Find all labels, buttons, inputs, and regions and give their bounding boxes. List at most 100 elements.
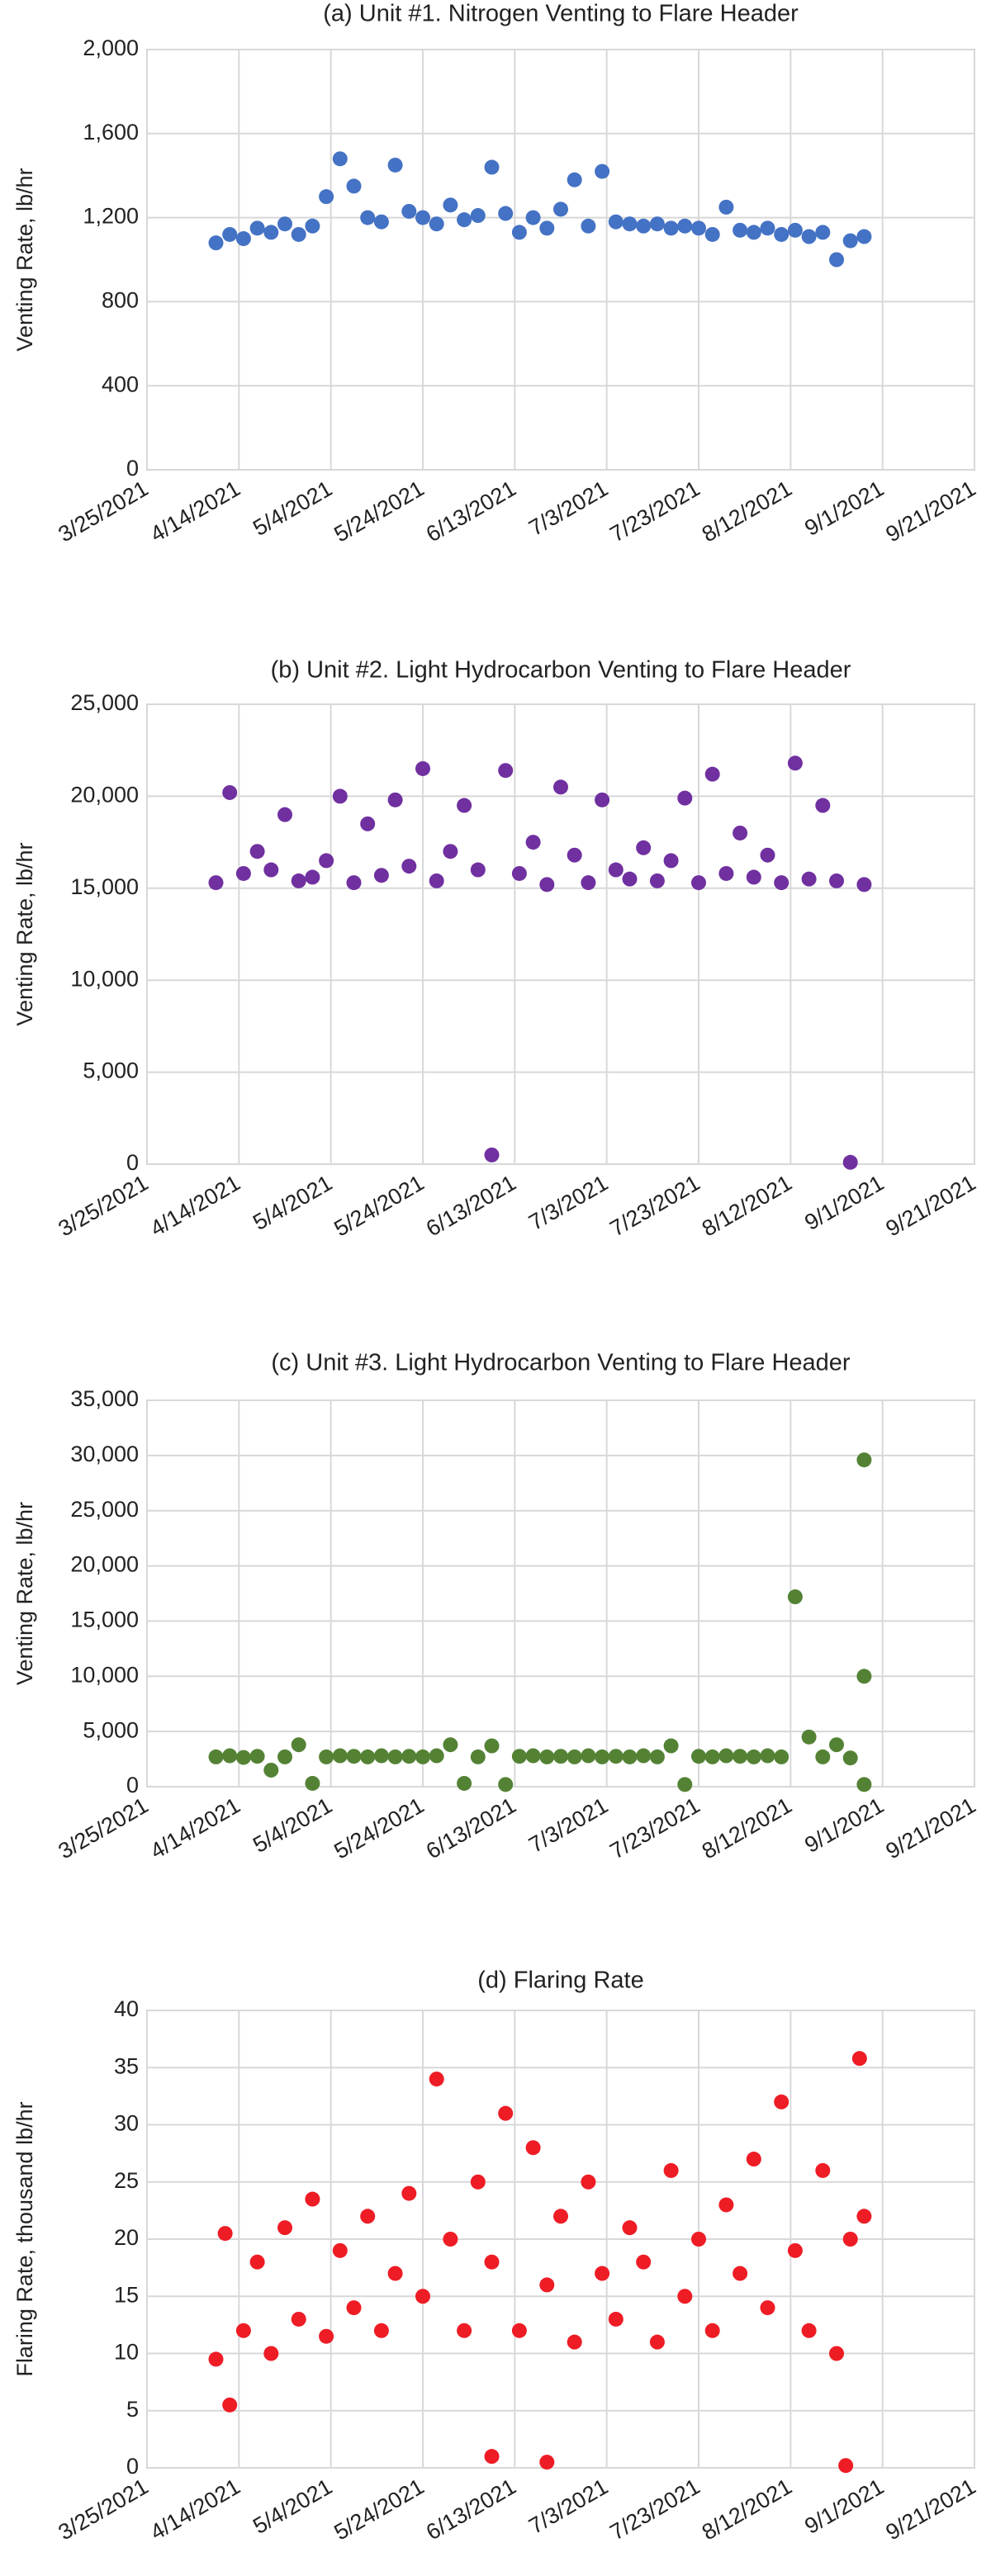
y-tick-label: 15,000 [70, 874, 139, 899]
data-point [305, 869, 320, 885]
x-tick-label: 5/24/2021 [330, 1170, 429, 1241]
y-axis-label: Venting Rate, lb/hr [12, 1502, 37, 1685]
data-point [429, 2072, 444, 2087]
data-point [525, 1748, 541, 1764]
data-point [801, 2323, 817, 2338]
data-point [636, 218, 652, 234]
data-point [387, 157, 403, 173]
x-tick-label: 7/3/2021 [524, 2474, 612, 2539]
data-point [319, 853, 334, 869]
data-point [567, 847, 582, 863]
x-tick-label: 9/1/2021 [800, 1792, 888, 1858]
data-point [608, 862, 624, 878]
data-point [595, 2266, 610, 2281]
data-point [470, 208, 486, 224]
x-tick-label: 7/23/2021 [606, 2474, 704, 2545]
y-tick-label: 1,600 [83, 120, 139, 144]
data-point [373, 2323, 389, 2338]
data-point [733, 222, 748, 238]
data-point [498, 1777, 514, 1792]
data-point [235, 865, 251, 881]
data-point [222, 226, 238, 242]
y-tick-label: 5,000 [83, 1058, 139, 1083]
data-point [622, 1749, 638, 1764]
data-point [470, 1749, 486, 1764]
data-point [263, 862, 279, 878]
y-tick-label: 25,000 [70, 690, 139, 715]
data-point [760, 1748, 775, 1764]
data-point [663, 2162, 679, 2178]
data-point [484, 1738, 500, 1754]
data-point [415, 2289, 430, 2304]
data-point [787, 755, 803, 771]
y-tick-label: 0 [126, 2454, 139, 2479]
data-point [677, 790, 693, 806]
data-point [774, 1749, 789, 1764]
data-point [622, 871, 638, 887]
data-point [608, 2311, 624, 2327]
data-point [525, 210, 541, 225]
data-point [277, 1749, 292, 1764]
data-point [249, 2254, 265, 2270]
data-point [222, 784, 238, 800]
data-point [636, 2254, 652, 2270]
data-point [663, 853, 679, 869]
data-point [291, 226, 306, 242]
data-point [401, 2185, 417, 2201]
data-point [511, 2323, 527, 2338]
x-tick-label: 5/24/2021 [330, 476, 429, 547]
x-tick-label: 8/12/2021 [698, 476, 796, 547]
x-tick-label: 7/23/2021 [606, 1170, 704, 1241]
data-point [774, 2094, 789, 2110]
data-point [851, 2051, 867, 2067]
data-point [677, 218, 693, 234]
x-tick-label: 9/1/2021 [800, 1170, 888, 1235]
data-point [595, 792, 610, 807]
y-axis-label: Venting Rate, lb/hr [12, 168, 37, 351]
data-point [581, 875, 596, 891]
data-point [539, 1749, 555, 1764]
data-point [801, 229, 817, 244]
data-point [842, 2232, 858, 2247]
x-tick-label: 7/3/2021 [524, 1792, 612, 1858]
data-point [291, 2311, 306, 2327]
data-point [856, 229, 872, 244]
data-point [801, 871, 817, 887]
data-point [829, 2346, 844, 2361]
x-tick-label: 6/13/2021 [422, 476, 520, 547]
data-point [319, 2328, 334, 2344]
data-point [581, 2174, 596, 2190]
data-point [787, 1589, 803, 1605]
x-tick-label: 6/13/2021 [422, 1170, 520, 1241]
data-point [498, 206, 514, 221]
y-tick-label: 1,200 [83, 204, 139, 229]
data-point [498, 763, 514, 779]
data-point [235, 2323, 251, 2338]
data-point [443, 844, 458, 859]
data-point [457, 2323, 472, 2338]
x-tick-label: 8/12/2021 [698, 1170, 796, 1241]
data-point [498, 2105, 514, 2121]
x-tick-label: 4/14/2021 [146, 476, 244, 547]
data-point [581, 218, 596, 234]
data-point [443, 1737, 458, 1753]
x-tick-label: 9/21/2021 [882, 476, 980, 547]
data-point [718, 199, 734, 215]
data-point [746, 869, 761, 885]
data-point [553, 1749, 568, 1764]
x-tick-label: 9/1/2021 [800, 476, 888, 541]
data-point [856, 877, 872, 893]
y-tick-label: 800 [102, 288, 139, 313]
data-point [553, 779, 568, 795]
data-point [484, 159, 500, 175]
data-point [415, 1749, 430, 1764]
data-point [484, 2449, 500, 2465]
chart-title: (a) Unit #1. Nitrogen Venting to Flare H… [323, 1, 799, 27]
x-tick-label: 5/4/2021 [249, 476, 336, 541]
x-tick-label: 3/25/2021 [55, 1792, 153, 1863]
data-point [305, 1775, 320, 1791]
data-point [774, 875, 789, 891]
data-point [470, 2174, 486, 2190]
